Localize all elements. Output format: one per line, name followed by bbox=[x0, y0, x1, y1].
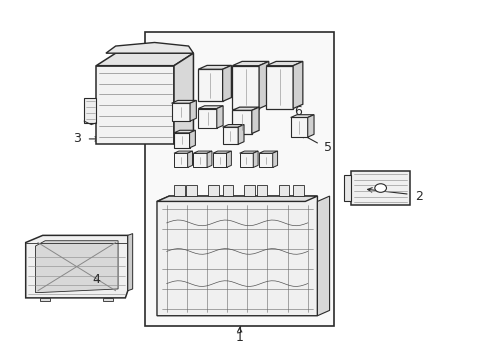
Polygon shape bbox=[189, 130, 195, 148]
Text: 2: 2 bbox=[415, 190, 423, 203]
Bar bbox=[256, 185, 267, 196]
Text: 3: 3 bbox=[73, 132, 81, 145]
Polygon shape bbox=[259, 153, 272, 167]
Bar bbox=[174, 185, 184, 196]
Polygon shape bbox=[106, 42, 193, 53]
Polygon shape bbox=[290, 117, 307, 137]
Polygon shape bbox=[198, 66, 231, 69]
Polygon shape bbox=[216, 106, 223, 128]
Bar bbox=[207, 185, 218, 196]
Polygon shape bbox=[193, 153, 206, 167]
Polygon shape bbox=[253, 151, 258, 167]
Polygon shape bbox=[40, 298, 50, 301]
Polygon shape bbox=[190, 100, 196, 121]
Polygon shape bbox=[239, 153, 253, 167]
Polygon shape bbox=[212, 153, 226, 167]
Bar bbox=[278, 185, 288, 196]
Polygon shape bbox=[351, 171, 409, 205]
Polygon shape bbox=[232, 107, 259, 111]
Polygon shape bbox=[232, 111, 251, 134]
Polygon shape bbox=[259, 151, 277, 153]
Polygon shape bbox=[259, 62, 268, 109]
Polygon shape bbox=[26, 235, 127, 298]
Bar bbox=[244, 185, 255, 196]
Bar bbox=[292, 185, 303, 196]
Polygon shape bbox=[35, 241, 118, 293]
Text: 6: 6 bbox=[293, 104, 301, 118]
Polygon shape bbox=[127, 234, 132, 291]
Polygon shape bbox=[96, 53, 193, 66]
Polygon shape bbox=[212, 151, 231, 153]
Polygon shape bbox=[157, 196, 317, 202]
Polygon shape bbox=[103, 298, 113, 301]
Polygon shape bbox=[222, 125, 244, 127]
Polygon shape bbox=[157, 196, 317, 316]
Polygon shape bbox=[84, 98, 96, 123]
Polygon shape bbox=[317, 196, 329, 316]
Polygon shape bbox=[193, 151, 211, 153]
Bar bbox=[186, 185, 197, 196]
Polygon shape bbox=[174, 53, 193, 144]
Polygon shape bbox=[174, 130, 195, 133]
Polygon shape bbox=[292, 62, 302, 109]
Polygon shape bbox=[290, 115, 313, 117]
Polygon shape bbox=[206, 151, 211, 167]
Polygon shape bbox=[174, 133, 189, 148]
Polygon shape bbox=[232, 62, 268, 66]
Polygon shape bbox=[266, 66, 292, 109]
Polygon shape bbox=[96, 66, 174, 144]
Polygon shape bbox=[198, 69, 222, 102]
Polygon shape bbox=[222, 66, 231, 102]
Polygon shape bbox=[144, 32, 334, 327]
Polygon shape bbox=[344, 175, 351, 202]
Polygon shape bbox=[238, 125, 244, 144]
Polygon shape bbox=[272, 151, 277, 167]
Polygon shape bbox=[171, 103, 190, 121]
Polygon shape bbox=[171, 100, 196, 103]
Text: 5: 5 bbox=[324, 141, 331, 154]
Polygon shape bbox=[222, 127, 238, 144]
Polygon shape bbox=[226, 151, 231, 167]
Polygon shape bbox=[239, 151, 258, 153]
Polygon shape bbox=[187, 151, 192, 167]
Polygon shape bbox=[307, 115, 313, 137]
Text: 1: 1 bbox=[235, 331, 243, 344]
Circle shape bbox=[374, 184, 386, 192]
Text: 4: 4 bbox=[92, 273, 100, 286]
Bar bbox=[222, 185, 233, 196]
Polygon shape bbox=[251, 107, 259, 134]
Polygon shape bbox=[174, 151, 192, 153]
Polygon shape bbox=[198, 109, 216, 128]
Polygon shape bbox=[174, 153, 187, 167]
Polygon shape bbox=[232, 66, 259, 109]
Polygon shape bbox=[266, 62, 302, 66]
Polygon shape bbox=[198, 106, 223, 109]
